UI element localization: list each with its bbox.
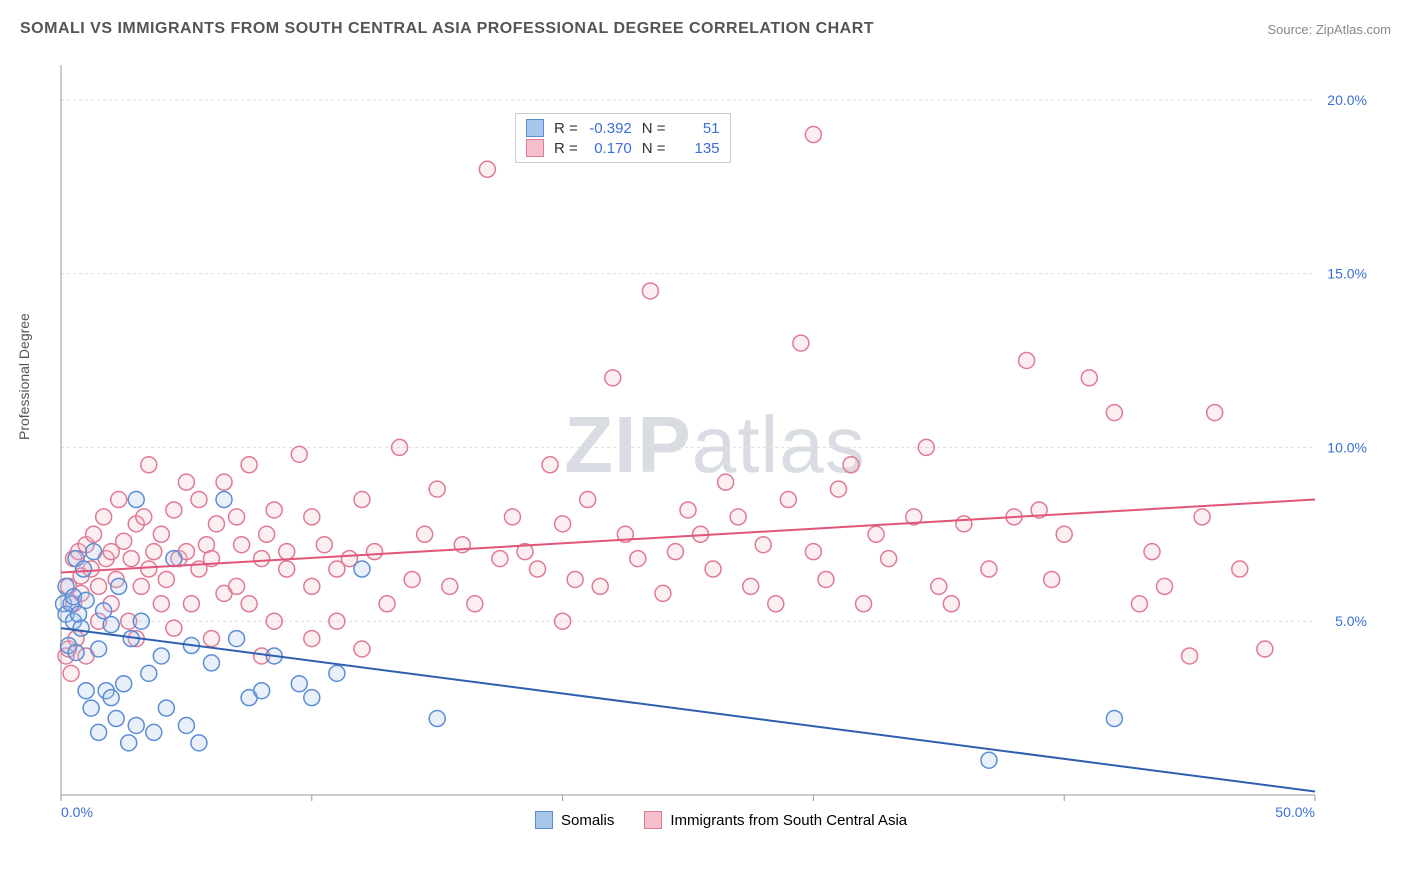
n-label: N = (642, 120, 666, 137)
n-value-series2: 135 (672, 140, 720, 157)
stats-row-series1: R = -0.392 N = 51 (524, 118, 722, 138)
y-axis-label: Professional Degree (16, 313, 32, 440)
chart-title: SOMALI VS IMMIGRANTS FROM SOUTH CENTRAL … (20, 20, 874, 38)
svg-text:0.0%: 0.0% (61, 804, 93, 820)
r-value-series2: 0.170 (584, 140, 632, 157)
n-label: N = (642, 140, 666, 157)
svg-text:15.0%: 15.0% (1327, 266, 1367, 282)
swatch-series2 (526, 139, 544, 157)
swatch-series2 (644, 811, 662, 829)
legend: Somalis Immigrants from South Central As… (535, 811, 907, 829)
scatter-plot: 5.0% 10.0% 15.0% 20.0% 0.0% 50.0% (55, 55, 1375, 835)
svg-text:5.0%: 5.0% (1335, 613, 1367, 629)
legend-item-series1: Somalis (535, 811, 614, 829)
svg-text:50.0%: 50.0% (1275, 804, 1315, 820)
r-label: R = (554, 140, 578, 157)
source-attribution: Source: ZipAtlas.com (1267, 22, 1391, 37)
swatch-series1 (535, 811, 553, 829)
stats-row-series2: R = 0.170 N = 135 (524, 138, 722, 158)
legend-item-series2: Immigrants from South Central Asia (644, 811, 907, 829)
r-label: R = (554, 120, 578, 137)
r-value-series1: -0.392 (584, 120, 632, 137)
swatch-series1 (526, 119, 544, 137)
svg-text:10.0%: 10.0% (1327, 439, 1367, 455)
legend-label-series2: Immigrants from South Central Asia (670, 812, 907, 829)
correlation-stats-box: R = -0.392 N = 51 R = 0.170 N = 135 (515, 113, 731, 163)
legend-label-series1: Somalis (561, 812, 614, 829)
svg-text:20.0%: 20.0% (1327, 92, 1367, 108)
chart-area: ZIPatlas 5.0%10.0%15.0%20.0%0.0%50.0% R … (55, 55, 1375, 835)
n-value-series1: 51 (672, 120, 720, 137)
